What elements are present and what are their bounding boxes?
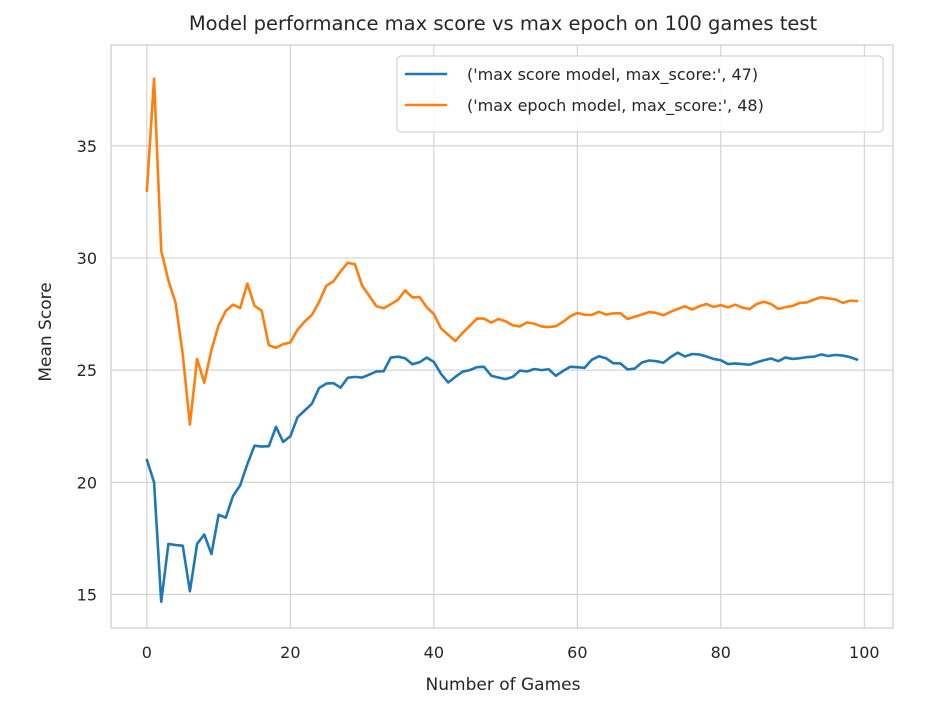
legend-label-2: ('max epoch model, max_score:', 48) xyxy=(467,96,764,116)
x-tick-label: 100 xyxy=(849,643,880,662)
grid xyxy=(111,45,893,628)
tick-labels: 0 20 40 60 80 100 15 20 25 30 35 xyxy=(77,137,880,662)
y-tick-label: 35 xyxy=(77,137,97,156)
x-tick-label: 80 xyxy=(711,643,731,662)
x-tick-label: 20 xyxy=(280,643,300,662)
x-tick-label: 60 xyxy=(567,643,587,662)
series-lines xyxy=(145,77,859,604)
y-tick-label: 25 xyxy=(77,361,97,380)
series-line-1 xyxy=(145,351,859,604)
y-tick-label: 20 xyxy=(77,473,97,492)
y-tick-label: 15 xyxy=(77,585,97,604)
series-line-2 xyxy=(145,77,859,426)
x-axis-label: Number of Games xyxy=(426,675,581,695)
legend: ('max score model, max_score:', 47) ('max… xyxy=(396,55,884,133)
chart-title: Model performance max score vs max epoch… xyxy=(189,12,818,35)
y-tick-label: 30 xyxy=(77,249,97,268)
x-tick-label: 40 xyxy=(424,643,444,662)
plot-area xyxy=(110,44,894,629)
y-axis-label: Mean Score xyxy=(36,282,56,381)
x-tick-label: 0 xyxy=(142,643,152,662)
legend-box xyxy=(396,55,884,133)
legend-label-1: ('max score model, max_score:', 47) xyxy=(467,65,758,85)
